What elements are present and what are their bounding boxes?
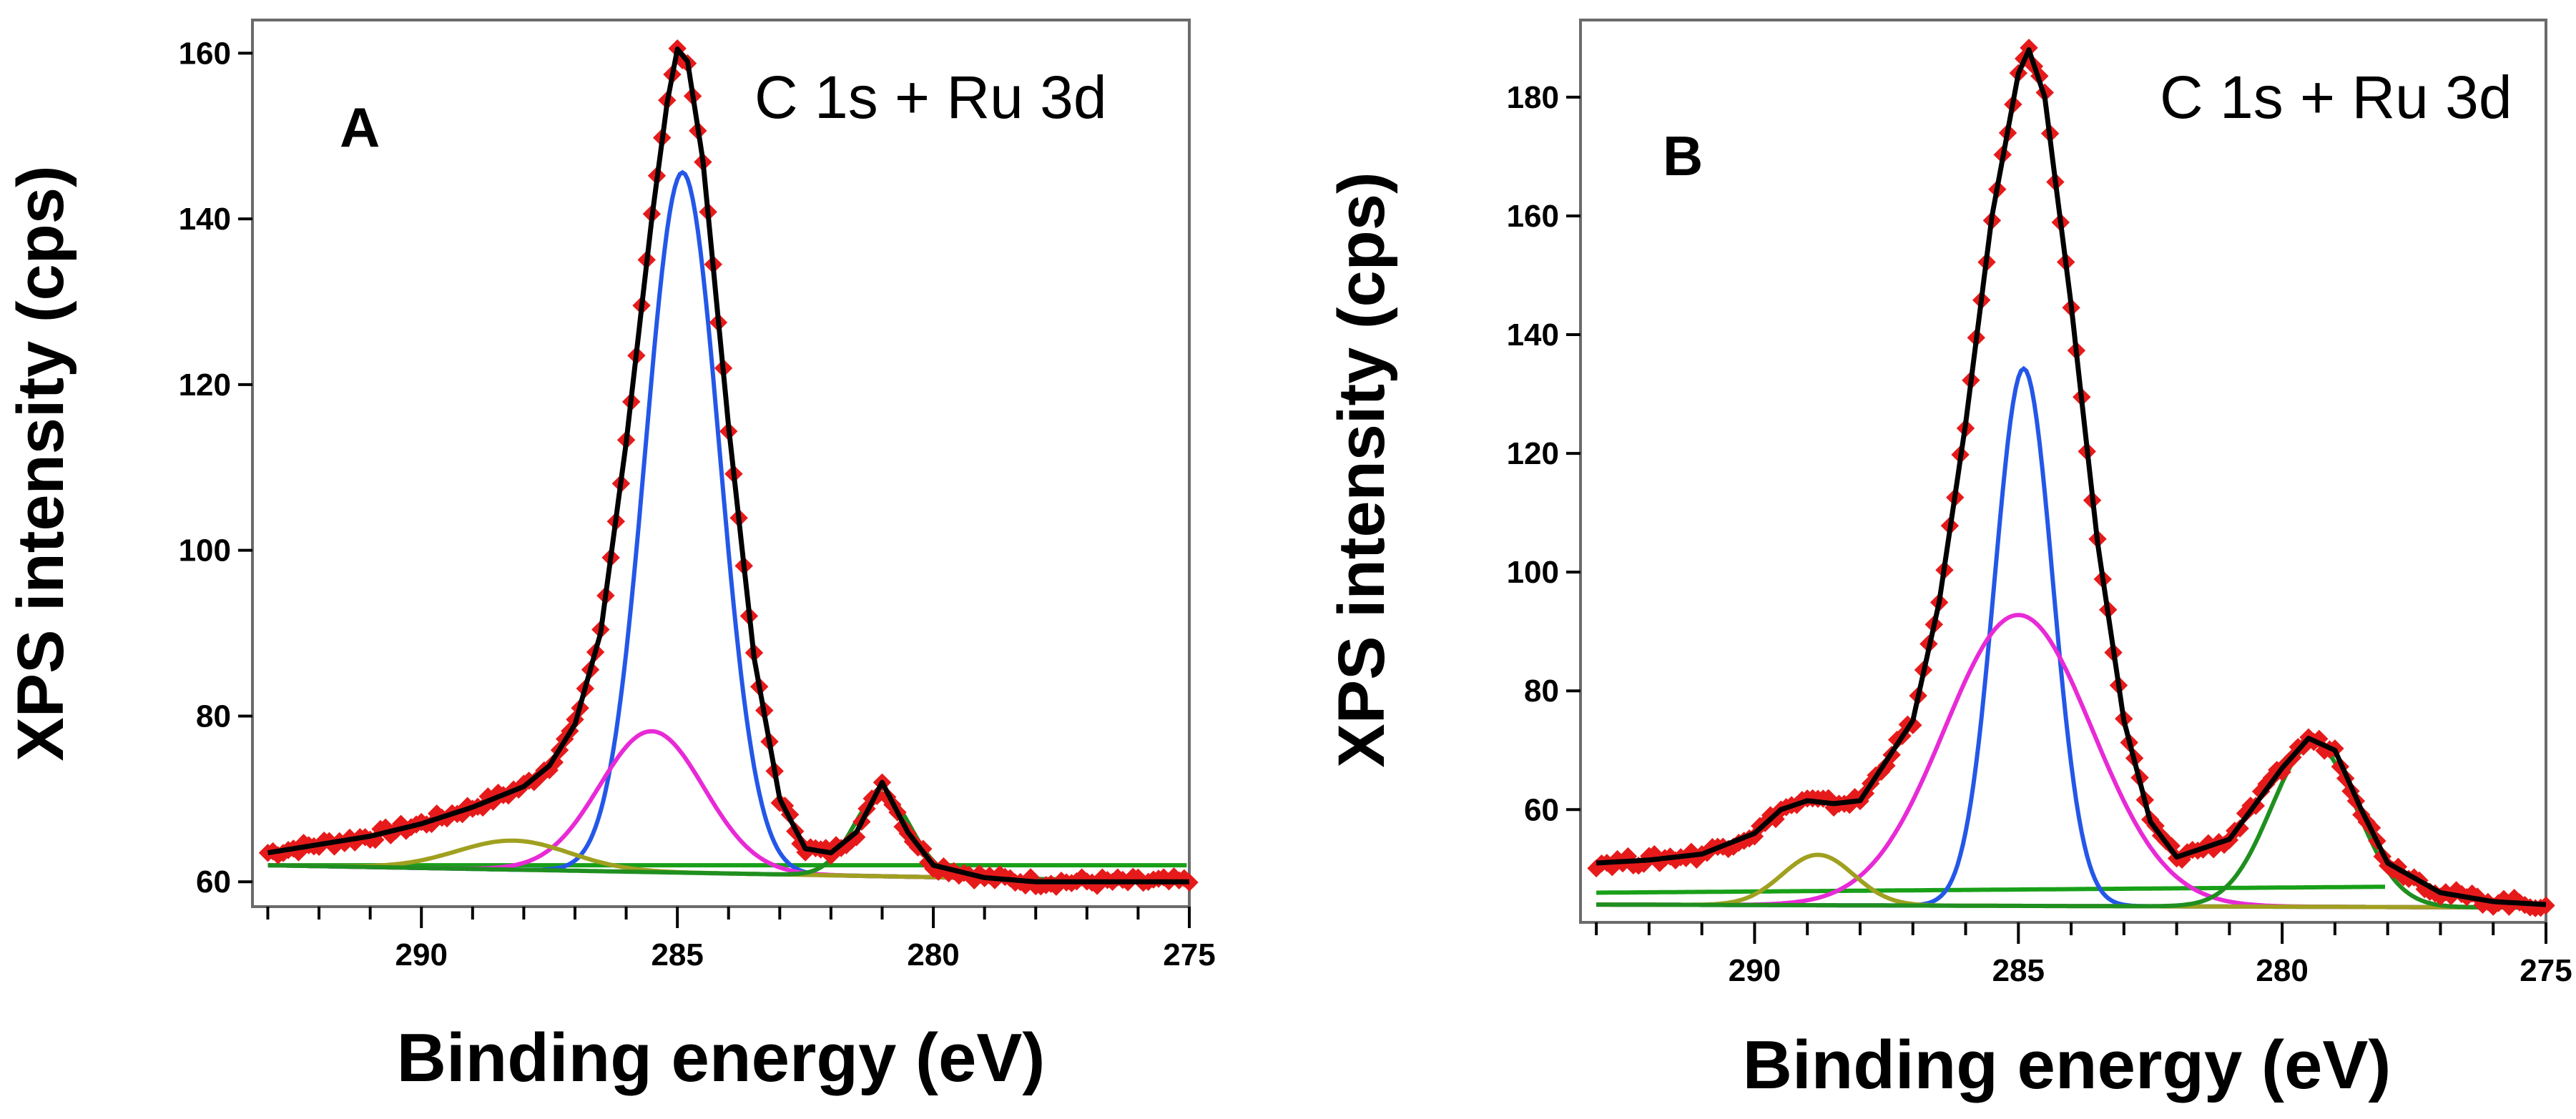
y-tick-label: 100 (179, 533, 231, 568)
y-axis-title-b: XPS intensity (cps) (1325, 172, 1398, 767)
x-tick-label: 290 (395, 937, 448, 972)
chart-panel-a: 60 80 100 120 140 160 290 285 280 275 A C 1s + Ru… (4, 19, 1216, 1096)
fit-envelope-curve (267, 46, 1189, 884)
y-tick-label: 100 (1507, 555, 1559, 590)
plot-frame-a (251, 19, 1191, 908)
y-tick-label: 140 (1507, 317, 1559, 353)
panel-letter-b: B (1663, 124, 1703, 187)
y-tick-label: 120 (1507, 436, 1559, 471)
panel-title-a: C 1s + Ru 3d (754, 64, 1107, 131)
x-axis-title-b: Binding energy (eV) (1743, 1027, 2391, 1103)
y-tick-label: 180 (1507, 80, 1559, 115)
x-tick-label: 290 (1729, 953, 1781, 988)
x-tick-label: 280 (2256, 953, 2308, 988)
y-tick-label: 140 (179, 202, 231, 237)
component-curve-c-o-peak (267, 729, 1189, 884)
panel-title-b: C 1s + Ru 3d (2160, 64, 2512, 131)
y-tick-label: 160 (1507, 199, 1559, 234)
x-tick-label: 280 (907, 937, 959, 972)
plot-marks-b (1587, 39, 2555, 917)
y-tick-label: 80 (196, 699, 231, 734)
x-tick-label: 285 (1992, 953, 2045, 988)
component-curve-c-c-peak (267, 169, 1189, 884)
x-axis-title-a: Binding energy (eV) (397, 1020, 1046, 1096)
y-tick-label: 60 (1524, 792, 1559, 827)
axes-a: 60 80 100 120 140 160 290 285 280 275 (179, 36, 1216, 972)
y-axis-title-a: XPS intensity (cps) (4, 165, 77, 761)
x-tick-label: 275 (2520, 953, 2572, 988)
y-tick-label: 160 (179, 36, 231, 71)
axes-b: 60 80 100 120 140 160 180 290 285 280 275 (1507, 80, 2572, 988)
plot-marks-a (258, 39, 1199, 896)
y-tick-label: 60 (196, 864, 231, 899)
panel-letter-a: A (340, 96, 380, 159)
plot-frame-b (1579, 19, 2547, 924)
component-curve-c-c-peak (1596, 365, 2546, 910)
y-tick-label: 80 (1524, 674, 1559, 709)
component-curve-background (1596, 884, 2385, 895)
x-tick-label: 285 (651, 937, 703, 972)
y-tick-label: 120 (179, 368, 231, 403)
fit-envelope-curve (1596, 47, 2547, 907)
x-tick-label: 275 (1163, 937, 1215, 972)
chart-panel-b: 60 80 100 120 140 160 180 290 285 280 275 B C 1s +… (1325, 19, 2572, 1103)
